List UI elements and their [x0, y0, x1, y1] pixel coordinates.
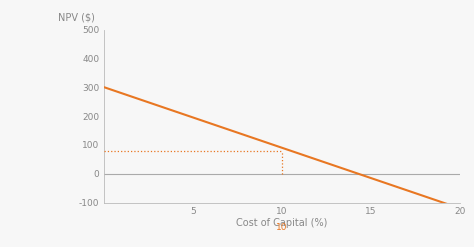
Text: NPV ($): NPV ($)	[58, 13, 95, 23]
Text: 10: 10	[276, 223, 288, 232]
X-axis label: Cost of Capital (%): Cost of Capital (%)	[237, 218, 328, 228]
